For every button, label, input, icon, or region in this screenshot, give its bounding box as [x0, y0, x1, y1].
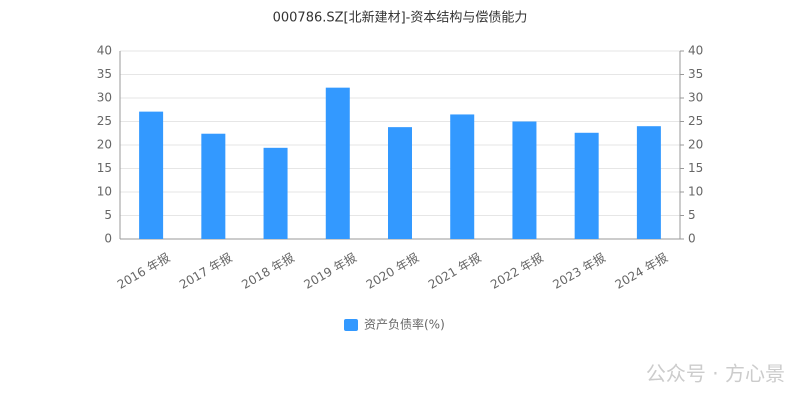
y2-tick-label: 0: [688, 232, 696, 246]
y-tick-label: 5: [104, 208, 112, 222]
bar: [201, 133, 226, 239]
chart-title: 000786.SZ[北新建材]-资本结构与偿债能力: [273, 10, 528, 26]
y2-tick-label: 10: [688, 185, 703, 199]
x-tick-label: 2018 年报: [239, 250, 297, 292]
x-tick-label: 2024 年报: [612, 250, 670, 292]
bar: [574, 132, 599, 239]
legend-label: 资产负债率(%): [364, 317, 445, 332]
x-tick-label: 2016 年报: [114, 250, 172, 292]
y2-tick-label: 20: [688, 138, 703, 152]
bar: [139, 111, 164, 239]
y-tick-label: 25: [97, 114, 112, 128]
x-tick-label: 2019 年报: [301, 250, 359, 292]
x-tick-label: 2022 年报: [488, 250, 546, 292]
y-tick-label: 10: [97, 185, 112, 199]
y-tick-label: 30: [97, 91, 112, 105]
bar: [512, 121, 537, 239]
y2-tick-label: 30: [688, 91, 703, 105]
y2-tick-label: 15: [688, 161, 703, 175]
bar: [388, 127, 412, 239]
y-tick-label: 15: [97, 161, 112, 175]
y-tick-label: 20: [97, 138, 112, 152]
x-tick-label: 2020 年报: [363, 250, 421, 292]
legend-swatch: [344, 319, 358, 331]
bar: [263, 147, 288, 239]
y-tick-label: 35: [97, 67, 112, 81]
bar: [636, 126, 661, 239]
y-tick-label: 40: [97, 44, 112, 58]
y-tick-label: 0: [104, 232, 112, 246]
bar: [450, 114, 475, 239]
x-tick-label: 2017 年报: [177, 250, 235, 292]
y2-tick-label: 40: [688, 44, 703, 58]
y2-tick-label: 25: [688, 114, 703, 128]
watermark: 公众号 · 方心景: [646, 362, 785, 386]
x-tick-label: 2021 年报: [425, 250, 483, 292]
y2-tick-label: 35: [688, 67, 703, 81]
y2-tick-label: 5: [688, 208, 696, 222]
bar: [325, 87, 350, 239]
x-tick-label: 2023 年报: [550, 250, 608, 292]
